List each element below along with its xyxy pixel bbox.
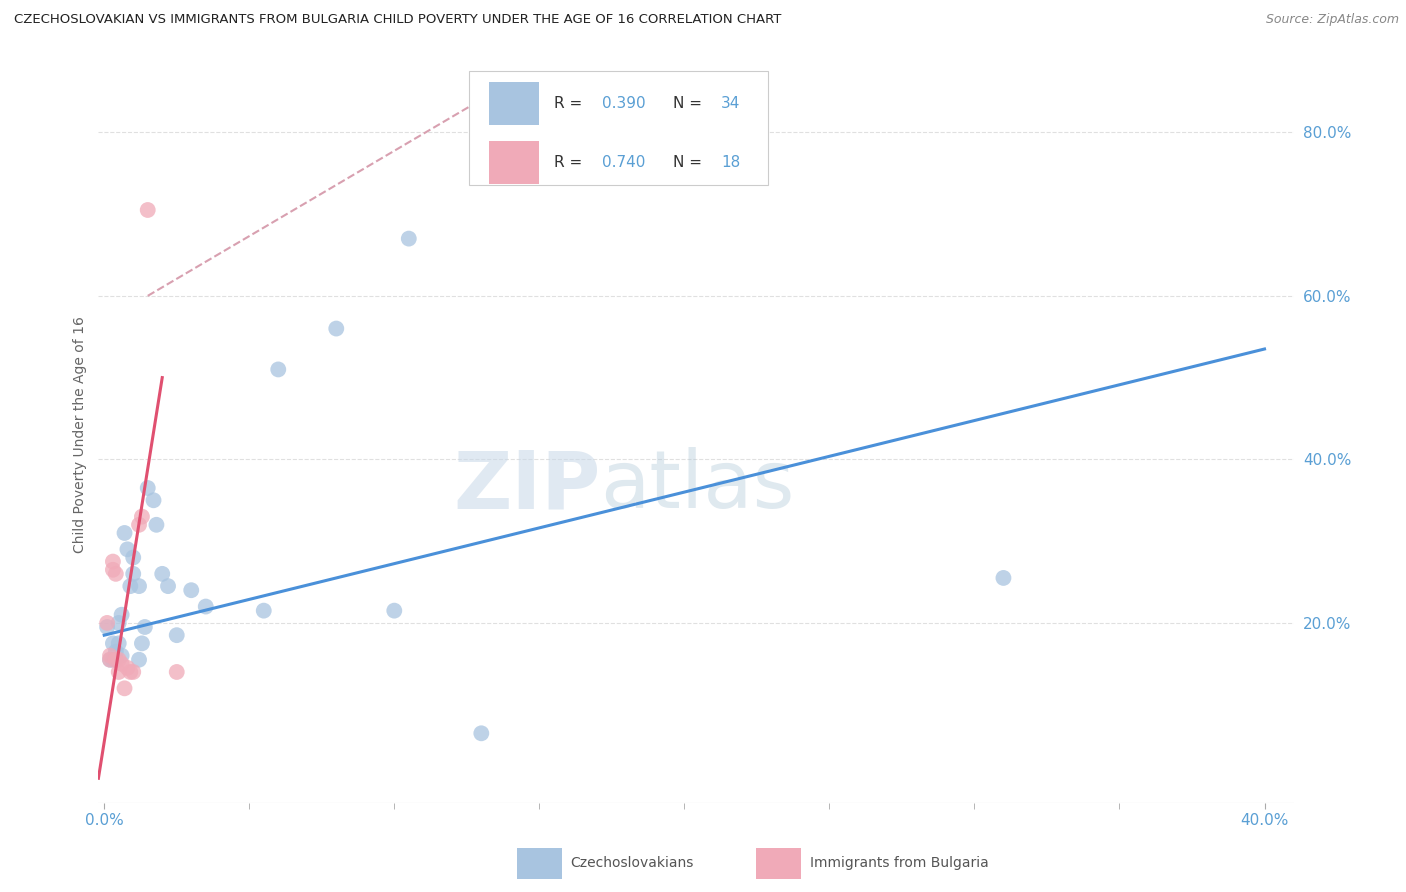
Point: [104, 644, 127, 658]
Point: [142, 493, 165, 508]
Point: [122, 566, 145, 581]
Point: [122, 665, 145, 679]
Text: atlas: atlas: [600, 448, 794, 525]
Point: [134, 620, 156, 634]
Text: Source: ZipAtlas.com: Source: ZipAtlas.com: [1265, 13, 1399, 27]
Point: [166, 665, 188, 679]
Text: 0.390: 0.390: [602, 96, 645, 112]
Point: [98, 653, 121, 667]
Text: 0.740: 0.740: [602, 155, 645, 170]
FancyBboxPatch shape: [489, 141, 540, 184]
Point: [104, 653, 127, 667]
Text: 34: 34: [721, 96, 741, 112]
Point: [131, 509, 153, 524]
Point: [104, 653, 127, 667]
Text: N =: N =: [673, 155, 707, 170]
Point: [136, 202, 159, 217]
FancyBboxPatch shape: [756, 847, 801, 879]
Point: [111, 657, 134, 671]
Point: [157, 579, 180, 593]
FancyBboxPatch shape: [517, 847, 562, 879]
Point: [325, 321, 347, 335]
Point: [136, 481, 159, 495]
Point: [117, 661, 139, 675]
Point: [101, 555, 124, 569]
Text: N =: N =: [673, 96, 707, 112]
Point: [145, 517, 167, 532]
Point: [128, 653, 150, 667]
Point: [180, 583, 202, 598]
Point: [107, 636, 129, 650]
Point: [150, 566, 173, 581]
Point: [114, 525, 136, 540]
Text: ZIP: ZIP: [453, 448, 600, 525]
Point: [111, 648, 134, 663]
Point: [128, 579, 150, 593]
Point: [114, 681, 136, 696]
Point: [194, 599, 217, 614]
FancyBboxPatch shape: [489, 82, 540, 125]
Point: [120, 579, 142, 593]
Point: [107, 665, 129, 679]
Point: [398, 231, 420, 245]
Text: CZECHOSLOVAKIAN VS IMMIGRANTS FROM BULGARIA CHILD POVERTY UNDER THE AGE OF 16 CO: CZECHOSLOVAKIAN VS IMMIGRANTS FROM BULGA…: [14, 13, 782, 27]
Text: Immigrants from Bulgaria: Immigrants from Bulgaria: [810, 856, 988, 870]
Point: [107, 653, 129, 667]
Point: [253, 604, 276, 618]
Point: [120, 665, 142, 679]
Point: [166, 628, 188, 642]
Point: [104, 566, 127, 581]
Point: [111, 607, 134, 622]
Point: [96, 620, 118, 634]
FancyBboxPatch shape: [470, 70, 768, 185]
Point: [993, 571, 1015, 585]
Text: R =: R =: [554, 155, 586, 170]
Text: Czechoslovakians: Czechoslovakians: [571, 856, 693, 870]
Point: [128, 517, 150, 532]
Point: [470, 726, 492, 740]
Y-axis label: Child Poverty Under the Age of 16: Child Poverty Under the Age of 16: [73, 317, 87, 553]
Point: [117, 542, 139, 557]
Point: [101, 636, 124, 650]
Point: [96, 615, 118, 630]
Point: [101, 653, 124, 667]
Point: [131, 636, 153, 650]
Point: [382, 604, 405, 618]
Point: [98, 648, 121, 663]
Point: [107, 615, 129, 630]
Text: R =: R =: [554, 96, 586, 112]
Point: [122, 550, 145, 565]
Point: [101, 563, 124, 577]
Point: [98, 653, 121, 667]
Point: [267, 362, 290, 376]
Text: 18: 18: [721, 155, 741, 170]
